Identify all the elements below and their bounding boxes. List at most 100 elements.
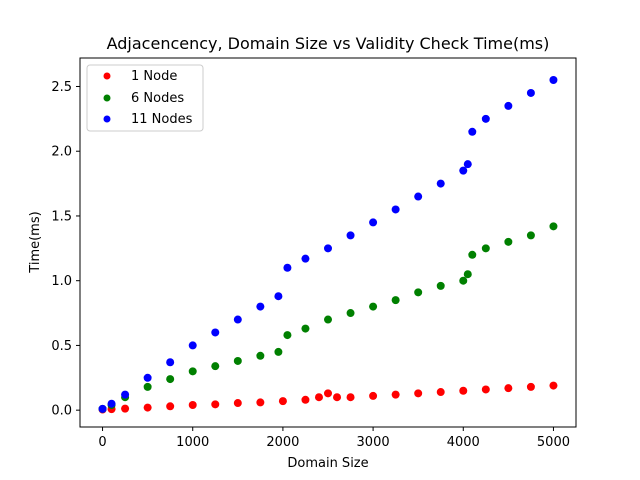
point-11-nodes	[107, 399, 116, 408]
point-6-nodes	[414, 288, 423, 297]
point-6-nodes	[256, 351, 265, 360]
point-1-node	[211, 400, 220, 409]
point-11-nodes	[188, 341, 197, 350]
point-1-node	[414, 389, 423, 398]
point-11-nodes	[324, 244, 332, 253]
point-6-nodes	[369, 302, 378, 311]
point-1-node	[121, 404, 130, 413]
point-6-nodes	[143, 382, 152, 391]
point-11-nodes	[301, 254, 310, 263]
y-tick-label: 2.5	[51, 80, 72, 95]
point-1-node	[143, 403, 152, 412]
point-1-node	[324, 389, 332, 398]
point-11-nodes	[274, 292, 283, 301]
point-11-nodes	[346, 231, 355, 240]
data-points	[98, 76, 558, 414]
x-tick-label: 0	[98, 435, 106, 450]
point-11-nodes	[468, 127, 477, 136]
point-1-node	[301, 395, 310, 404]
y-axis-ticks: 0.0 0.5 1.0 1.5 2.0 2.5	[51, 80, 80, 419]
point-1-node	[391, 390, 400, 399]
point-1-node	[526, 382, 535, 391]
legend-item-6-nodes: 6 Nodes	[103, 91, 184, 106]
point-6-nodes	[274, 347, 283, 356]
point-6-nodes	[166, 375, 175, 384]
point-6-nodes	[211, 362, 220, 371]
legend-label-6-nodes: 6 Nodes	[131, 91, 184, 106]
legend-marker-1-node	[103, 72, 111, 80]
point-6-nodes	[481, 244, 490, 253]
point-11-nodes	[391, 205, 400, 214]
legend-item-11-nodes: 11 Nodes	[103, 112, 193, 127]
x-tick-label: 5000	[537, 435, 570, 450]
legend-marker-11-nodes	[103, 115, 111, 123]
legend-item-1-node: 1 Node	[103, 69, 177, 84]
y-tick-label: 0.0	[51, 404, 72, 419]
point-6-nodes	[459, 276, 468, 285]
point-1-node	[549, 381, 558, 390]
point-11-nodes	[143, 373, 152, 382]
point-6-nodes	[188, 367, 197, 376]
point-11-nodes	[549, 76, 558, 85]
point-6-nodes	[283, 331, 292, 340]
point-11-nodes	[463, 160, 472, 169]
point-11-nodes	[504, 101, 513, 110]
point-6-nodes	[463, 270, 472, 279]
point-1-node	[256, 398, 265, 407]
point-11-nodes	[414, 192, 423, 201]
legend-marker-6-nodes	[103, 94, 111, 102]
point-6-nodes	[549, 222, 558, 231]
point-6-nodes	[468, 250, 477, 259]
y-axis-label: Time(ms)	[28, 211, 43, 273]
legend-label-1-node: 1 Node	[131, 69, 177, 84]
point-1-node	[369, 391, 378, 400]
legend-label-11-nodes: 11 Nodes	[131, 112, 193, 127]
point-11-nodes	[436, 179, 445, 188]
point-11-nodes	[121, 390, 130, 399]
x-tick-label: 3000	[357, 435, 390, 450]
point-1-node	[436, 388, 445, 397]
x-axis-ticks: 0 1000 2000 3000 4000 5000	[98, 427, 570, 450]
point-11-nodes	[369, 218, 378, 227]
point-6-nodes	[526, 231, 535, 240]
point-11-nodes	[481, 114, 490, 123]
point-11-nodes	[256, 302, 265, 311]
point-1-node	[166, 402, 175, 411]
y-tick-label: 1.0	[51, 274, 72, 289]
point-6-nodes	[324, 315, 332, 324]
legend: 1 Node 6 Nodes 11 Nodes	[86, 64, 204, 132]
x-tick-label: 1000	[176, 435, 209, 450]
axes-frame	[79, 57, 577, 428]
series-11-nodes	[98, 76, 558, 413]
y-tick-label: 2.0	[51, 145, 72, 160]
point-1-node	[346, 393, 355, 402]
point-6-nodes	[301, 324, 310, 333]
point-11-nodes	[211, 328, 220, 337]
point-6-nodes	[391, 296, 400, 305]
point-11-nodes	[526, 88, 535, 97]
point-1-node	[481, 385, 490, 394]
point-1-node	[333, 393, 342, 402]
point-6-nodes	[504, 237, 513, 246]
y-tick-label: 0.5	[51, 339, 72, 354]
point-1-node	[504, 384, 513, 393]
y-tick-label: 1.5	[51, 209, 72, 224]
legend-box	[86, 64, 204, 132]
point-1-node	[314, 393, 323, 402]
x-tick-label: 2000	[266, 435, 299, 450]
point-11-nodes	[459, 166, 468, 175]
point-11-nodes	[166, 358, 175, 367]
point-1-node	[459, 386, 468, 395]
point-6-nodes	[346, 309, 355, 318]
x-tick-label: 4000	[447, 435, 480, 450]
point-6-nodes	[436, 281, 445, 290]
point-1-node	[278, 397, 287, 406]
point-6-nodes	[233, 356, 242, 365]
chart-title: Adjacencency, Domain Size vs Validity Ch…	[107, 34, 550, 53]
point-11-nodes	[98, 404, 107, 413]
point-11-nodes	[283, 263, 292, 272]
point-11-nodes	[233, 315, 242, 324]
x-axis-label: Domain Size	[287, 456, 368, 471]
point-1-node	[233, 399, 242, 408]
